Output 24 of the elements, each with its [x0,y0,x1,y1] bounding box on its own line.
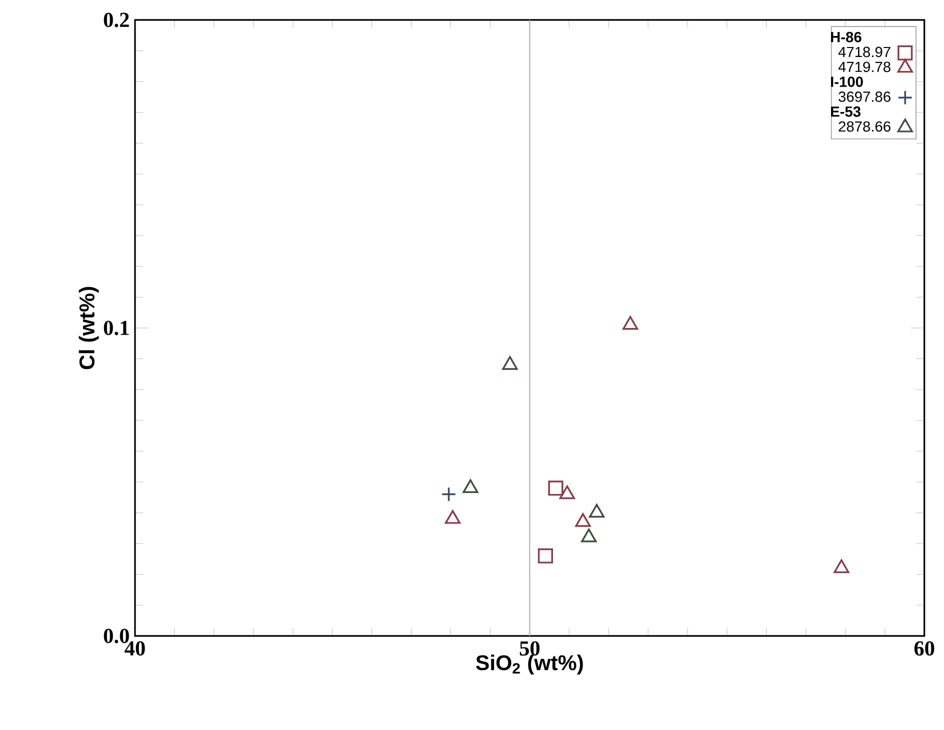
x-tick-label: 60 [914,641,934,656]
legend-label: 3697.86 [838,92,890,102]
annotation: H-86 [831,32,862,42]
point [502,356,518,370]
x-tick-label: 50 [520,641,540,656]
y-tick-label: 0.2 [104,12,129,28]
point [581,528,597,542]
legend-label: 4718.97 [838,46,890,58]
point [559,485,575,500]
point [462,479,478,494]
point [622,316,638,330]
legend-label: 4719.78 [838,62,890,72]
y-axis-title: Cl (wt%) [78,286,99,370]
point [834,559,850,574]
point [588,504,605,518]
point [575,513,591,527]
annotation: I-100 [831,76,863,87]
y-tick-label: 0.1 [104,320,129,336]
legend-label: 2878.66 [838,121,890,132]
annotation: E-53 [831,106,861,117]
x-axis-title: SiO$_{2}$ (wt%) [476,654,583,675]
x-tick-label: 40 [124,641,145,656]
y-tick-label: 0.0 [104,628,129,644]
point [444,510,461,524]
